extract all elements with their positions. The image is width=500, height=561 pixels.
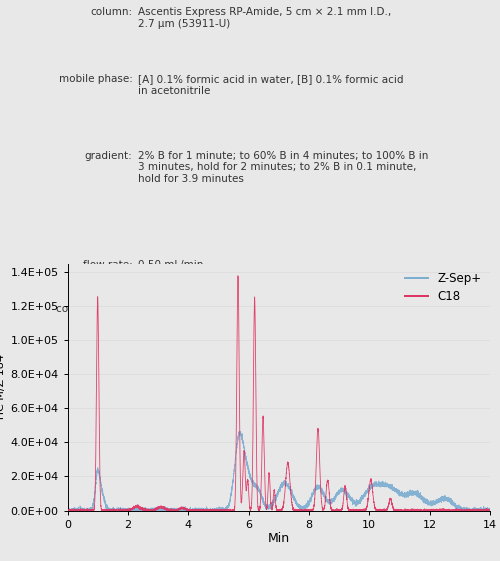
X-axis label: Min: Min <box>268 532 290 545</box>
Text: Ascentis Express RP-Amide, 5 cm × 2.1 mm I.D.,
2.7 μm (53911-U): Ascentis Express RP-Amide, 5 cm × 2.1 mm… <box>138 7 391 29</box>
Text: column temp.:: column temp.: <box>56 304 132 314</box>
Legend: Z-Sep+, C18: Z-Sep+, C18 <box>400 267 486 307</box>
Text: flow rate:: flow rate: <box>83 260 132 270</box>
Text: gradient:: gradient: <box>85 150 132 160</box>
Text: 2% B for 1 minute; to 60% B in 4 minutes; to 100% B in
3 minutes, hold for 2 min: 2% B for 1 minute; to 60% B in 4 minutes… <box>138 150 428 184</box>
Text: 5 μL: 5 μL <box>138 380 160 390</box>
Text: column:: column: <box>90 7 132 17</box>
Text: det.:: det.: <box>108 342 132 352</box>
Y-axis label: TIC M/Z 184: TIC M/Z 184 <box>0 353 6 421</box>
Text: [A] 0.1% formic acid in water, [B] 0.1% formic acid
in acetonitrile: [A] 0.1% formic acid in water, [B] 0.1% … <box>138 74 403 96</box>
Text: injection:: injection: <box>84 380 132 390</box>
Text: 0.50 mL/min: 0.50 mL/min <box>138 260 203 270</box>
Text: MS, ESI(+), MRM, m/z 184: MS, ESI(+), MRM, m/z 184 <box>138 342 273 352</box>
Text: mobile phase:: mobile phase: <box>58 74 132 84</box>
Text: 35 °C: 35 °C <box>138 304 166 314</box>
